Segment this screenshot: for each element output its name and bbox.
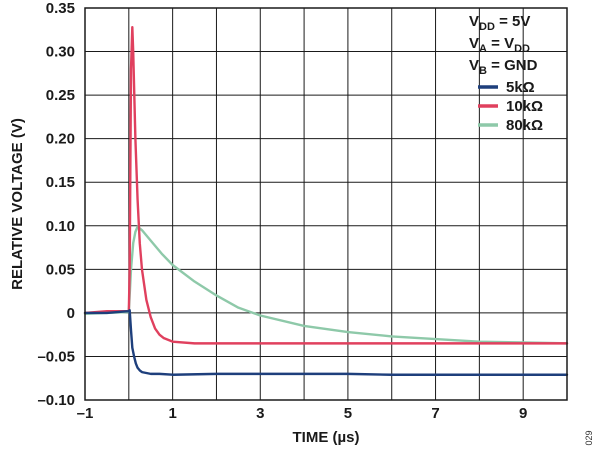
y-tick-label: 0.05 — [46, 261, 75, 278]
legend-label: 10kΩ — [506, 98, 543, 115]
x-tick-label: 3 — [256, 405, 264, 422]
y-tick-label: 0.25 — [46, 87, 75, 104]
x-tick-label: –1 — [77, 405, 94, 422]
y-tick-label: 0 — [67, 305, 75, 322]
plot-frame — [84, 7, 568, 401]
y-tick-label: 0.10 — [46, 218, 75, 235]
side-note: 029 — [584, 430, 594, 445]
x-tick-label: 7 — [431, 405, 439, 422]
y-tick-label: –0.05 — [37, 348, 75, 365]
series-lines — [83, 25, 569, 376]
y-axis-label: RELATIVE VOLTAGE (V) — [9, 118, 26, 290]
condition-line: VB = GND — [469, 57, 538, 77]
y-tick-label: 0.35 — [46, 0, 75, 17]
y-tick-label: 0.20 — [46, 131, 75, 148]
series-line — [83, 25, 569, 345]
series-line — [83, 225, 569, 345]
x-tick-label: 5 — [344, 405, 352, 422]
x-tick-labels: –1 1 3 5 7 9 — [77, 405, 528, 422]
legend-label: 5kΩ — [506, 79, 535, 96]
grid — [85, 7, 567, 401]
legend: 5kΩ 10kΩ 80kΩ — [478, 79, 543, 134]
y-tick-label: 0.15 — [46, 174, 75, 191]
x-axis-label: TIME (µs) — [293, 429, 360, 446]
condition-line: VDD = 5V — [469, 13, 530, 33]
x-tick-label: 1 — [168, 405, 176, 422]
y-tick-label: –0.10 — [37, 392, 75, 409]
x-tick-label: 9 — [519, 405, 527, 422]
series-line — [83, 309, 569, 376]
legend-label: 80kΩ — [506, 117, 543, 134]
condition-line: VA = VDD — [469, 35, 530, 55]
y-tick-labels: 0.35 0.30 0.25 0.20 0.15 0.10 0.05 0 –0.05 –0.10 — [37, 0, 75, 409]
y-tick-label: 0.30 — [46, 44, 75, 61]
